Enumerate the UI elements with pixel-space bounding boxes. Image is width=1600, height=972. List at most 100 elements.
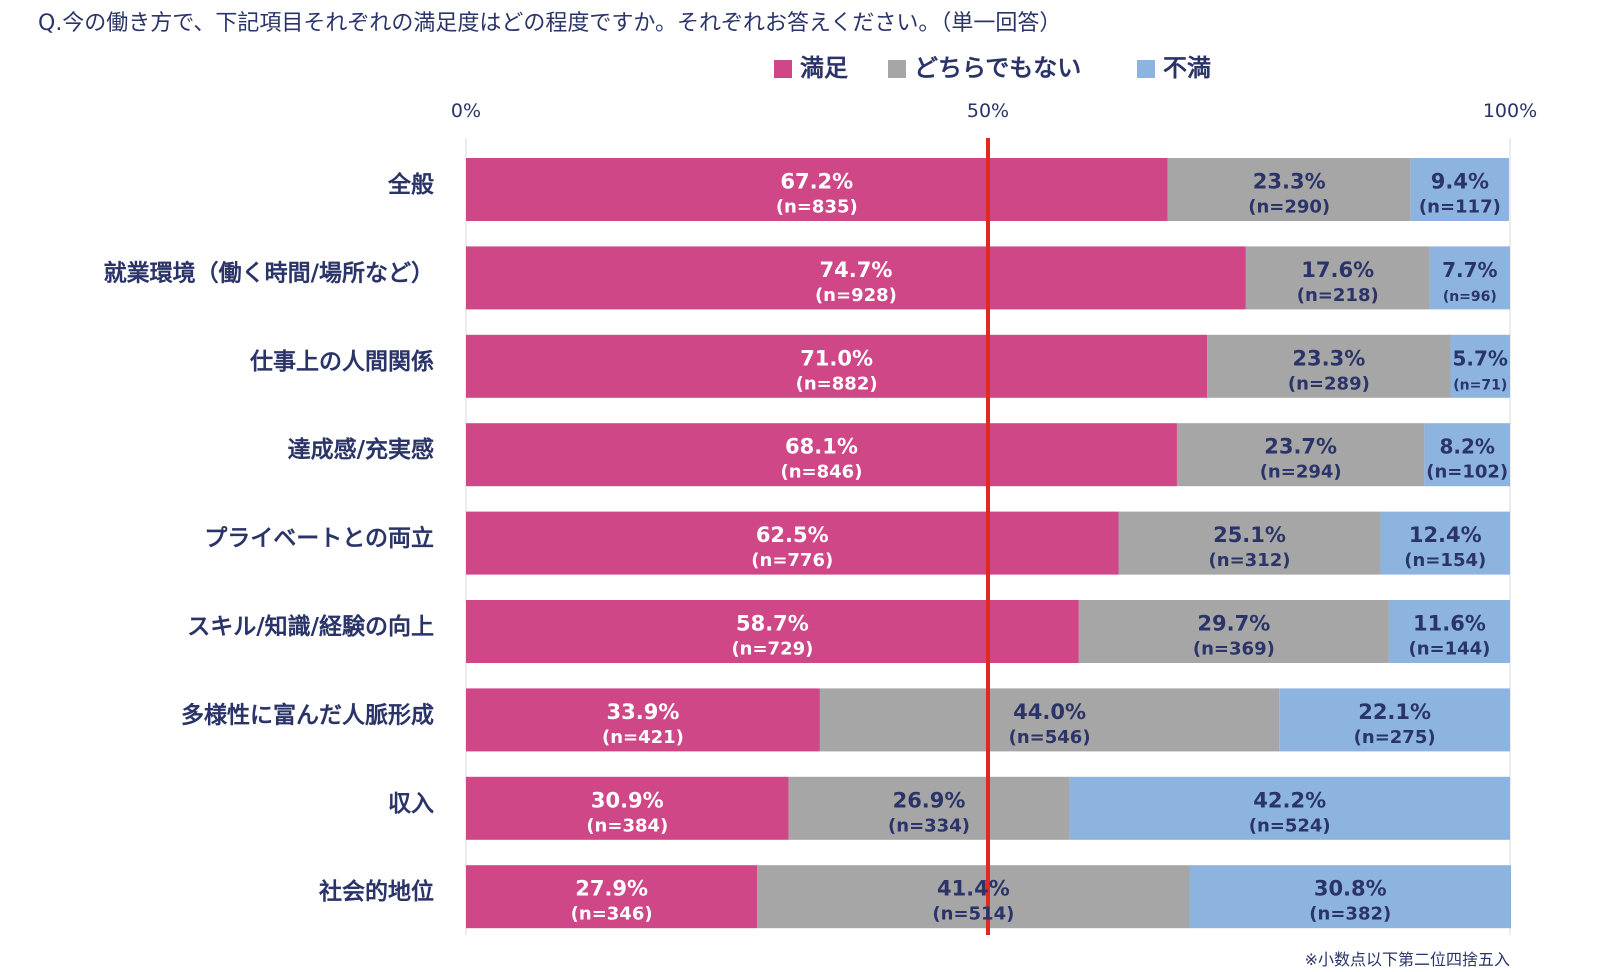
bar-segment-satisfied <box>466 865 758 929</box>
data-label-count: (n=312) <box>1209 550 1291 571</box>
data-label-count: (n=835) <box>776 197 858 218</box>
data-label-percent: 23.3% <box>1292 346 1365 370</box>
data-label-count: (n=928) <box>815 285 897 306</box>
value-labels: 67.2% (n=835) 23.3% (n=290) 9.4% (n=117) 74.7%… <box>571 170 1508 925</box>
bar-segment-neutral <box>1167 158 1411 221</box>
data-label-percent: 68.1% <box>785 435 858 459</box>
bar-segment-satisfied <box>466 334 1208 398</box>
bar-segment-neutral <box>1207 334 1451 398</box>
bar-segment-dissatisfied <box>1424 423 1510 487</box>
legend-label-satisfied: 満足 <box>800 54 848 82</box>
x-tick-label: 0% <box>451 100 481 122</box>
data-label-count: (n=421) <box>602 727 684 748</box>
data-label-count: (n=776) <box>751 550 833 571</box>
bar-segment-neutral <box>1078 600 1389 663</box>
data-label-percent: 44.0% <box>1013 700 1086 724</box>
bar-segment-dissatisfied <box>1388 600 1510 663</box>
bar-segment-satisfied <box>466 511 1119 575</box>
category-label: プライベートとの両立 <box>204 525 434 552</box>
rounding-note: ※小数点以下第二位四捨五入 <box>1305 950 1510 969</box>
bar-segment-dissatisfied <box>1069 776 1510 840</box>
x-tick-label: 100% <box>1483 100 1537 122</box>
data-label-percent: 11.6% <box>1413 612 1486 636</box>
bar-segment-satisfied <box>466 600 1079 663</box>
bar-segment-neutral <box>1176 423 1425 487</box>
data-label-count: (n=96) <box>1443 289 1497 305</box>
bar-segment-dissatisfied <box>1429 246 1510 310</box>
legend-label-dissatisfied: 不満 <box>1163 54 1211 82</box>
data-label-percent: 7.7% <box>1442 258 1497 282</box>
data-label-percent: 12.4% <box>1409 523 1482 547</box>
legend-label-neutral: どちらでもない <box>914 54 1081 82</box>
data-label-count: (n=275) <box>1354 727 1436 748</box>
data-label-percent: 23.3% <box>1253 170 1326 194</box>
data-label-count: (n=346) <box>571 904 653 925</box>
category-label: 仕事上の人間関係 <box>249 348 434 375</box>
data-label-percent: 22.1% <box>1358 700 1431 724</box>
bar-segment-satisfied <box>466 158 1168 221</box>
data-label-count: (n=71) <box>1453 377 1507 393</box>
data-label-percent: 9.4% <box>1431 170 1489 194</box>
legend-swatch-dissatisfied <box>1137 60 1155 78</box>
bar-segment-dissatisfied <box>1189 865 1512 929</box>
data-label-count: (n=102) <box>1426 462 1508 483</box>
bars <box>466 158 1512 929</box>
legend-swatch-satisfied <box>774 60 792 78</box>
category-label: 社会的地位 <box>319 878 434 905</box>
legend-swatch-neutral <box>888 60 906 78</box>
data-label-percent: 74.7% <box>820 258 893 282</box>
category-label: 収入 <box>388 791 434 817</box>
data-label-percent: 71.0% <box>800 346 873 370</box>
legend: 満足 どちらでもない 不満 <box>774 54 1211 82</box>
data-label-count: (n=154) <box>1404 550 1486 571</box>
data-label-count: (n=334) <box>888 815 970 836</box>
x-axis-ticks: 0% 50% 100% <box>451 100 1537 122</box>
bar-segment-dissatisfied <box>1380 511 1510 575</box>
data-label-percent: 58.7% <box>736 612 809 636</box>
data-label-percent: 5.7% <box>1453 346 1508 370</box>
data-label-count: (n=369) <box>1193 639 1275 660</box>
data-label-percent: 27.9% <box>575 877 648 901</box>
bar-segment-dissatisfied <box>1410 158 1509 221</box>
bar-segment-neutral <box>819 688 1280 752</box>
bar-segment-satisfied <box>466 688 820 752</box>
bar-segment-satisfied <box>466 246 1246 310</box>
data-label-percent: 67.2% <box>780 170 853 194</box>
category-label: 全般 <box>387 171 434 198</box>
data-label-percent: 8.2% <box>1439 435 1494 459</box>
x-tick-label: 50% <box>967 100 1009 122</box>
bar-segment-neutral <box>1245 246 1430 310</box>
data-label-count: (n=294) <box>1260 462 1342 483</box>
data-label-count: (n=218) <box>1297 285 1379 306</box>
data-label-count: (n=144) <box>1408 639 1490 660</box>
category-label: スキル/知識/経験の向上 <box>187 613 434 640</box>
bar-segment-neutral <box>1118 511 1381 575</box>
data-label-percent: 42.2% <box>1253 788 1326 812</box>
data-label-percent: 41.4% <box>937 877 1010 901</box>
data-label-count: (n=729) <box>731 639 813 660</box>
data-label-count: (n=382) <box>1309 904 1391 925</box>
data-label-count: (n=117) <box>1419 197 1501 218</box>
bar-segment-satisfied <box>466 776 789 840</box>
data-label-count: (n=882) <box>796 373 878 394</box>
data-label-count: (n=546) <box>1009 727 1091 748</box>
data-label-percent: 29.7% <box>1197 612 1270 636</box>
data-label-count: (n=290) <box>1248 197 1330 218</box>
data-label-percent: 62.5% <box>756 523 829 547</box>
bar-segment-neutral <box>757 865 1190 929</box>
bar-segment-satisfied <box>466 423 1177 487</box>
data-label-percent: 30.8% <box>1314 877 1387 901</box>
bar-segment-dissatisfied <box>1450 334 1510 398</box>
category-label: 就業環境（働く時間/場所など） <box>104 259 434 286</box>
bar-segment-neutral <box>788 776 1070 840</box>
data-label-percent: 23.7% <box>1264 435 1337 459</box>
bar-segment-dissatisfied <box>1279 688 1510 752</box>
data-label-percent: 30.9% <box>591 788 664 812</box>
data-label-count: (n=289) <box>1288 373 1370 394</box>
data-label-percent: 26.9% <box>893 788 966 812</box>
data-label-count: (n=846) <box>781 462 863 483</box>
data-label-percent: 25.1% <box>1213 523 1286 547</box>
category-label: 多様性に富んだ人脈形成 <box>181 701 434 728</box>
